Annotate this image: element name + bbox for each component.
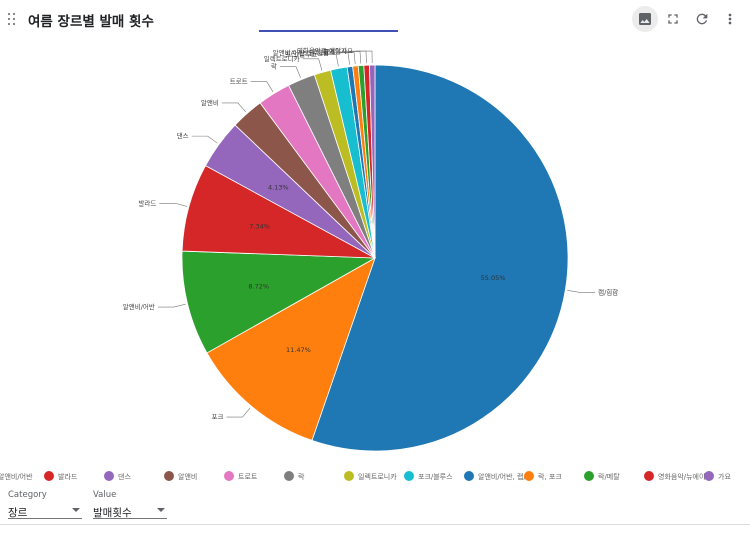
- label-leader-line: [343, 51, 362, 64]
- category-value: 장르: [8, 507, 28, 519]
- slice-category-label: 알앤비/어반, 랩/힙합: [273, 48, 329, 57]
- legend-swatch: [404, 471, 414, 481]
- legend-swatch: [644, 471, 654, 481]
- label-leader-line: [221, 102, 247, 113]
- slice-category-label: 알앤비/어반: [123, 302, 155, 311]
- slice-category-label: 영화음악/뉴에이지: [297, 46, 347, 55]
- slice-percent-label: 7.34%: [249, 222, 270, 230]
- label-leader-line: [226, 407, 251, 418]
- pie-slice[interactable]: [311, 64, 569, 452]
- slice-percent-label: 55.05%: [481, 274, 506, 282]
- legend-swatch: [44, 471, 54, 481]
- legend-swatch: [524, 471, 534, 481]
- slice-category-label: 가요: [341, 46, 353, 55]
- legend-item-label[interactable]: 영화음악/뉴에이: [658, 473, 706, 481]
- chart-header: 여름 장르별 발매 횟수: [0, 0, 750, 38]
- legend-swatch: [704, 471, 714, 481]
- category-select[interactable]: Category 장르: [8, 490, 82, 520]
- label-leader-line: [250, 81, 274, 92]
- fullscreen-button[interactable]: [660, 6, 686, 32]
- chart-legend: 알앤비/어반 발라드 댄스 알앤비 트로트 락 일렉트로니카 포크/블루스 알앤비/어반, 랩/…: [0, 466, 750, 486]
- legend-swatch: [464, 471, 474, 481]
- legend-item-label[interactable]: 일렉트로니카: [358, 473, 397, 481]
- label-leader-line: [159, 202, 188, 207]
- slice-category-label: 락, 포크: [313, 48, 335, 56]
- pie-chart: 55.05% 랩/힙합 11.47% 포크 8.72% 알앤비/어반 7.34% 발라드 4.1…: [123, 46, 618, 452]
- slice-category-label: 발라드: [138, 198, 156, 207]
- fullscreen-icon: [668, 14, 678, 24]
- more-button[interactable]: [717, 6, 743, 32]
- label-leader-line: [567, 289, 596, 293]
- category-label: Category: [8, 490, 47, 500]
- pie-slice[interactable]: [368, 64, 376, 259]
- legend-item-label[interactable]: 알앤비: [178, 473, 198, 481]
- legend-item-label[interactable]: 락: [298, 473, 305, 481]
- slice-percent-label: 8.72%: [248, 282, 269, 290]
- value-select[interactable]: Value 발매횟수: [93, 490, 167, 520]
- pie-slice[interactable]: [206, 257, 376, 441]
- pie-slice[interactable]: [181, 250, 377, 354]
- active-tab-indicator: [259, 30, 398, 32]
- legend-swatch: [284, 471, 294, 481]
- legend-item-label[interactable]: 댄스: [118, 473, 131, 481]
- drag-handle-icon[interactable]: [8, 13, 17, 26]
- legend-item-label[interactable]: 발라드: [58, 473, 78, 481]
- more-vert-icon: [728, 13, 732, 25]
- label-leader-line: [332, 52, 350, 65]
- chart-title: 여름 장르별 발매 횟수: [28, 14, 154, 30]
- label-leader-line: [355, 50, 373, 64]
- slice-percent-label: 11.47%: [286, 346, 311, 354]
- slice-category-label: 락/메탈: [321, 48, 341, 56]
- label-leader-line: [338, 51, 356, 65]
- dropdown-arrow-icon: [157, 508, 165, 512]
- value-value: 발매횟수: [93, 507, 132, 519]
- slice-category-label: 댄스: [177, 131, 189, 140]
- refresh-icon: [696, 13, 708, 25]
- slice-percent-label: 4.13%: [268, 184, 289, 192]
- slice-category-label: 일렉트로니카: [264, 54, 300, 63]
- legend-item-label[interactable]: 락/메탈: [598, 473, 620, 481]
- label-leader-line: [191, 135, 218, 144]
- legend-item-label[interactable]: 포크/블루스: [418, 473, 453, 481]
- refresh-button[interactable]: [689, 6, 715, 32]
- slice-category-label: 포크/블루스: [285, 51, 317, 59]
- legend-swatch: [224, 471, 234, 481]
- label-leader-line: [157, 303, 186, 308]
- legend-swatch: [584, 471, 594, 481]
- legend-item-label[interactable]: 트로트: [238, 473, 258, 481]
- legend-item-label[interactable]: 알앤비/어반: [0, 473, 33, 481]
- dropdown-arrow-icon: [72, 508, 80, 512]
- legend-item-label[interactable]: 락, 포크: [538, 473, 562, 481]
- divider: [0, 524, 750, 525]
- slice-category-label: 랩/힙합: [598, 287, 618, 296]
- slice-category-label: 트로트: [230, 78, 248, 86]
- legend-swatch: [344, 471, 354, 481]
- slice-category-label: 알앤비: [201, 98, 219, 107]
- image-icon: [639, 13, 651, 25]
- value-label: Value: [93, 490, 117, 500]
- image-button[interactable]: [632, 6, 658, 32]
- legend-swatch: [104, 471, 114, 481]
- slice-category-label: 락: [271, 63, 277, 71]
- label-leader-line: [320, 54, 339, 67]
- legend-item-label[interactable]: 가요: [718, 473, 731, 481]
- legend-swatch: [164, 471, 174, 481]
- label-leader-line: [302, 58, 323, 71]
- legend-item-label[interactable]: 알앤비/어반, 랩/: [478, 473, 526, 481]
- label-leader-line: [279, 66, 301, 78]
- slice-category-label: 포크: [212, 413, 224, 421]
